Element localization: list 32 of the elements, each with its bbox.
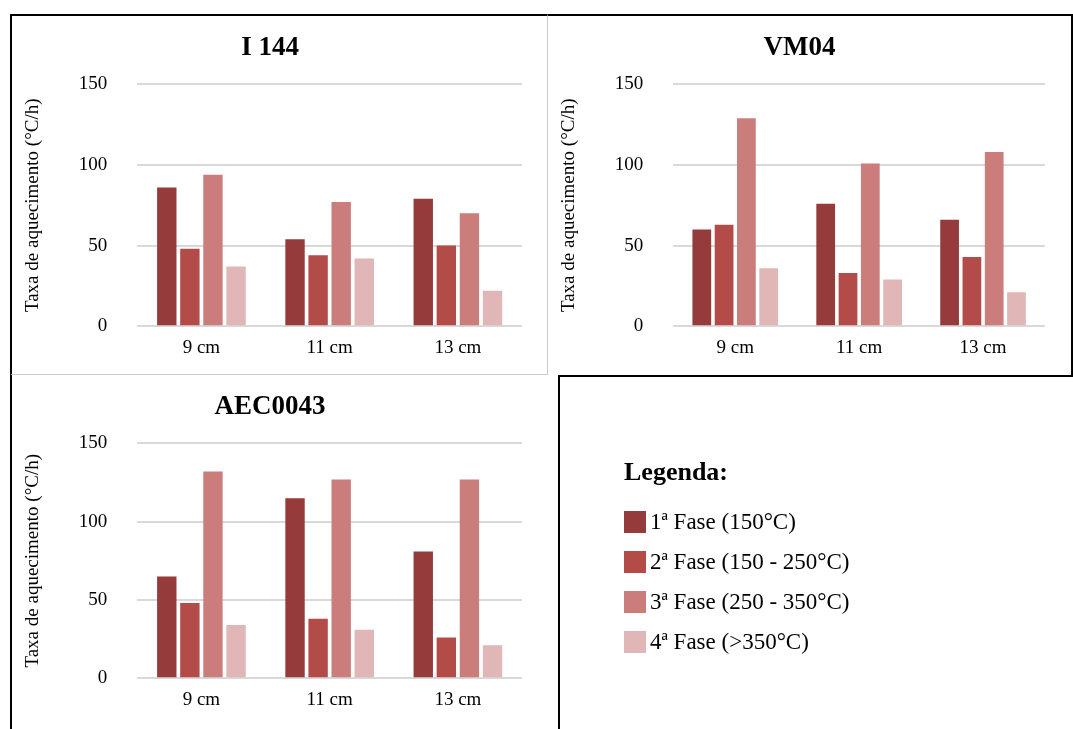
y-axis-title: Taxa de aquecimento (°C/h) (557, 98, 580, 313)
chart-title: I 144 (241, 31, 299, 62)
y-tick-label: 150 (614, 72, 644, 94)
legend-label: 1ª Fase (150°C) (650, 509, 796, 535)
y-tick-label: 50 (88, 233, 108, 255)
y-tick-label: 150 (78, 72, 108, 94)
y-tick-label: 0 (97, 314, 108, 336)
x-tick-label: 13 cm (434, 335, 482, 357)
x-tick-label: 9 cm (182, 687, 221, 709)
chart-title: VM04 (763, 31, 836, 62)
y-tick-label: 150 (78, 431, 108, 453)
chart-title: AEC0043 (214, 390, 326, 421)
legend-title: Legenda: (624, 457, 729, 487)
x-tick-label: 11 cm (836, 335, 883, 357)
x-tick-label: 9 cm (716, 335, 755, 357)
x-tick-label: 11 cm (306, 335, 353, 357)
x-tick-label: 13 cm (434, 687, 482, 709)
y-tick-label: 100 (78, 152, 108, 174)
legend-label: 4ª Fase (>350°C) (650, 629, 809, 655)
y-tick-label: 50 (624, 233, 644, 255)
y-tick-label: 100 (78, 509, 108, 531)
legend-label: 3ª Fase (250 - 350°C) (650, 589, 850, 615)
x-tick-label: 11 cm (306, 687, 353, 709)
x-tick-label: 9 cm (182, 335, 221, 357)
x-tick-label: 13 cm (959, 335, 1007, 357)
y-axis-title: Taxa de aquecimento (°C/h) (21, 98, 44, 313)
y-axis-title: Taxa de aquecimento (°C/h) (21, 454, 44, 668)
legend-label: 2ª Fase (150 - 250°C) (650, 549, 850, 575)
y-tick-label: 50 (88, 587, 108, 609)
y-tick-label: 0 (633, 314, 644, 336)
y-tick-label: 0 (97, 666, 108, 688)
y-tick-label: 100 (614, 152, 644, 174)
